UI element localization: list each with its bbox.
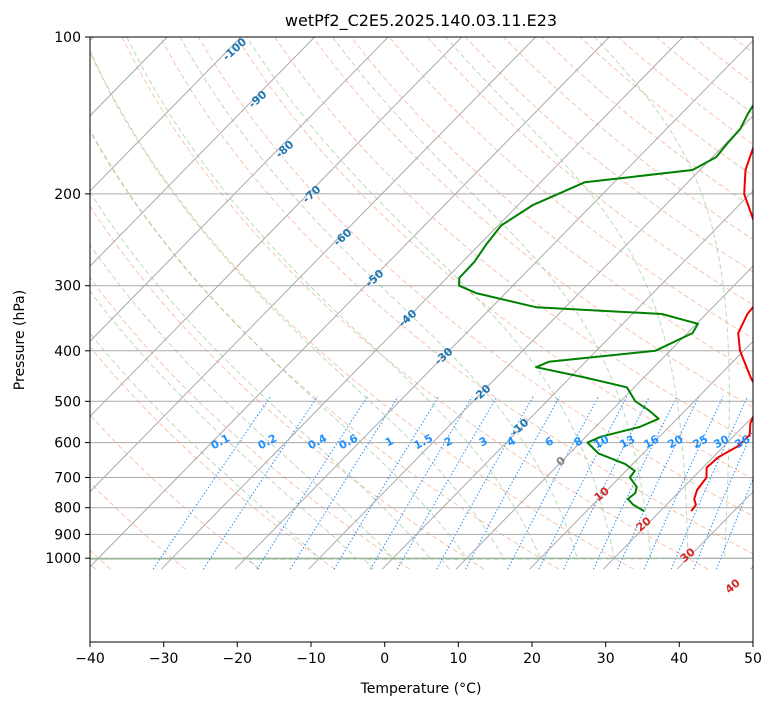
x-tick-label: −20 (223, 651, 253, 667)
x-tick-label: 40 (670, 651, 688, 667)
y-tick-label: 100 (54, 30, 81, 46)
y-tick-label: 1000 (45, 551, 81, 567)
x-tick-label: 20 (523, 651, 541, 667)
x-tick-label: 0 (380, 651, 389, 667)
x-tick-label: −40 (75, 651, 105, 667)
y-tick-label: 200 (54, 187, 81, 203)
y-axis-label: Pressure (hPa) (12, 290, 28, 390)
x-tick-label: 10 (449, 651, 467, 667)
y-tick-label: 700 (54, 471, 81, 487)
x-tick-label: 50 (744, 651, 762, 667)
y-tick-label: 800 (54, 501, 81, 517)
chart-title: wetPf2_C2E5.2025.140.03.11.E23 (285, 11, 557, 31)
y-tick-label: 900 (54, 527, 81, 543)
x-axis-label: Temperature (°C) (360, 681, 482, 697)
x-tick-label: 30 (597, 651, 615, 667)
y-tick-label: 300 (54, 279, 81, 295)
y-tick-label: 400 (54, 344, 81, 360)
y-tick-label: 600 (54, 436, 81, 452)
y-tick-label: 500 (54, 394, 81, 410)
x-tick-label: −10 (296, 651, 326, 667)
x-tick-label: −30 (149, 651, 179, 667)
